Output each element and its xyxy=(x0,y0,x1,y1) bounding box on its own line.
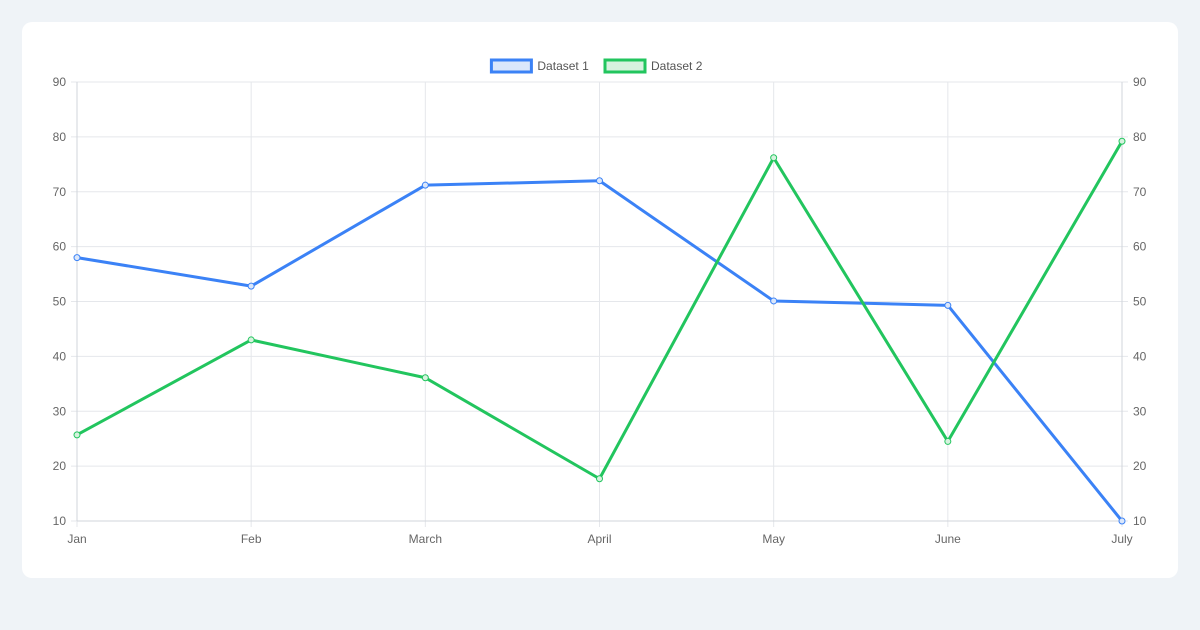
y-tick-label-left: 90 xyxy=(53,75,67,89)
data-point-dataset-2[interactable] xyxy=(596,475,603,483)
y-tick-label-left: 50 xyxy=(53,295,67,309)
data-point-dataset-1[interactable] xyxy=(944,301,952,309)
x-tick-label: April xyxy=(587,532,611,546)
legend-label: Dataset 1 xyxy=(537,59,589,73)
y-tick-label-right: 90 xyxy=(1133,75,1147,89)
data-point-dataset-2[interactable] xyxy=(1118,137,1126,145)
legend[interactable]: Dataset 1 Dataset 2 xyxy=(489,58,703,74)
x-tick-label: June xyxy=(935,532,961,546)
data-point-dataset-1[interactable] xyxy=(770,297,778,305)
data-point-dataset-2[interactable] xyxy=(247,336,255,344)
y-tick-label-left: 80 xyxy=(53,130,67,144)
y-tick-label-left: 30 xyxy=(53,404,67,418)
legend-swatch xyxy=(603,58,647,74)
y-tick-label-left: 10 xyxy=(53,514,67,528)
x-tick-label: July xyxy=(1111,532,1132,546)
y-tick-label-left: 20 xyxy=(53,459,67,473)
legend-item-dataset-2[interactable]: Dataset 2 xyxy=(603,58,703,74)
x-tick-label: Feb xyxy=(241,532,262,546)
y-tick-label-right: 80 xyxy=(1133,130,1147,144)
data-point-dataset-2[interactable] xyxy=(944,437,952,445)
y-tick-label-right: 10 xyxy=(1133,514,1147,528)
data-point-dataset-2[interactable] xyxy=(421,374,429,382)
data-point-dataset-1[interactable] xyxy=(73,254,81,262)
y-tick-label-right: 50 xyxy=(1133,295,1147,309)
axes: 10 10 20 20 30 30 40 40 50 50 60 60 70 70 80 80 90 90 Jan F… xyxy=(53,75,1147,546)
y-tick-label-left: 60 xyxy=(53,240,67,254)
y-tick-label-right: 70 xyxy=(1133,185,1147,199)
y-tick-label-right: 60 xyxy=(1133,240,1147,254)
legend-label: Dataset 2 xyxy=(651,59,703,73)
grid-lines xyxy=(71,81,1128,527)
data-point-dataset-1[interactable] xyxy=(1118,517,1126,525)
legend-item-dataset-1[interactable]: Dataset 1 xyxy=(489,58,589,74)
data-point-dataset-2[interactable] xyxy=(73,431,81,439)
y-tick-label-right: 30 xyxy=(1133,404,1147,418)
x-tick-label: Jan xyxy=(67,532,86,546)
x-tick-label: May xyxy=(762,532,785,546)
y-tick-label-left: 70 xyxy=(53,185,67,199)
legend-swatch xyxy=(489,58,533,74)
y-tick-label-left: 40 xyxy=(53,349,67,363)
data-point-dataset-2[interactable] xyxy=(770,154,778,162)
x-tick-label: March xyxy=(409,532,442,546)
y-tick-label-right: 40 xyxy=(1133,349,1147,363)
data-point-dataset-1[interactable] xyxy=(247,282,255,290)
y-tick-label-right: 20 xyxy=(1133,459,1147,473)
data-point-dataset-1[interactable] xyxy=(421,181,429,189)
data-point-dataset-1[interactable] xyxy=(596,177,603,185)
series-layer xyxy=(73,137,1126,525)
